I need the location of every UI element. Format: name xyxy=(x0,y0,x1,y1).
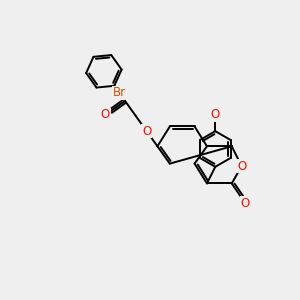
Text: Br: Br xyxy=(113,86,126,99)
Text: O: O xyxy=(101,108,110,122)
Text: O: O xyxy=(142,125,151,138)
Text: O: O xyxy=(241,197,250,210)
Text: O: O xyxy=(237,160,246,172)
Text: O: O xyxy=(211,108,220,121)
